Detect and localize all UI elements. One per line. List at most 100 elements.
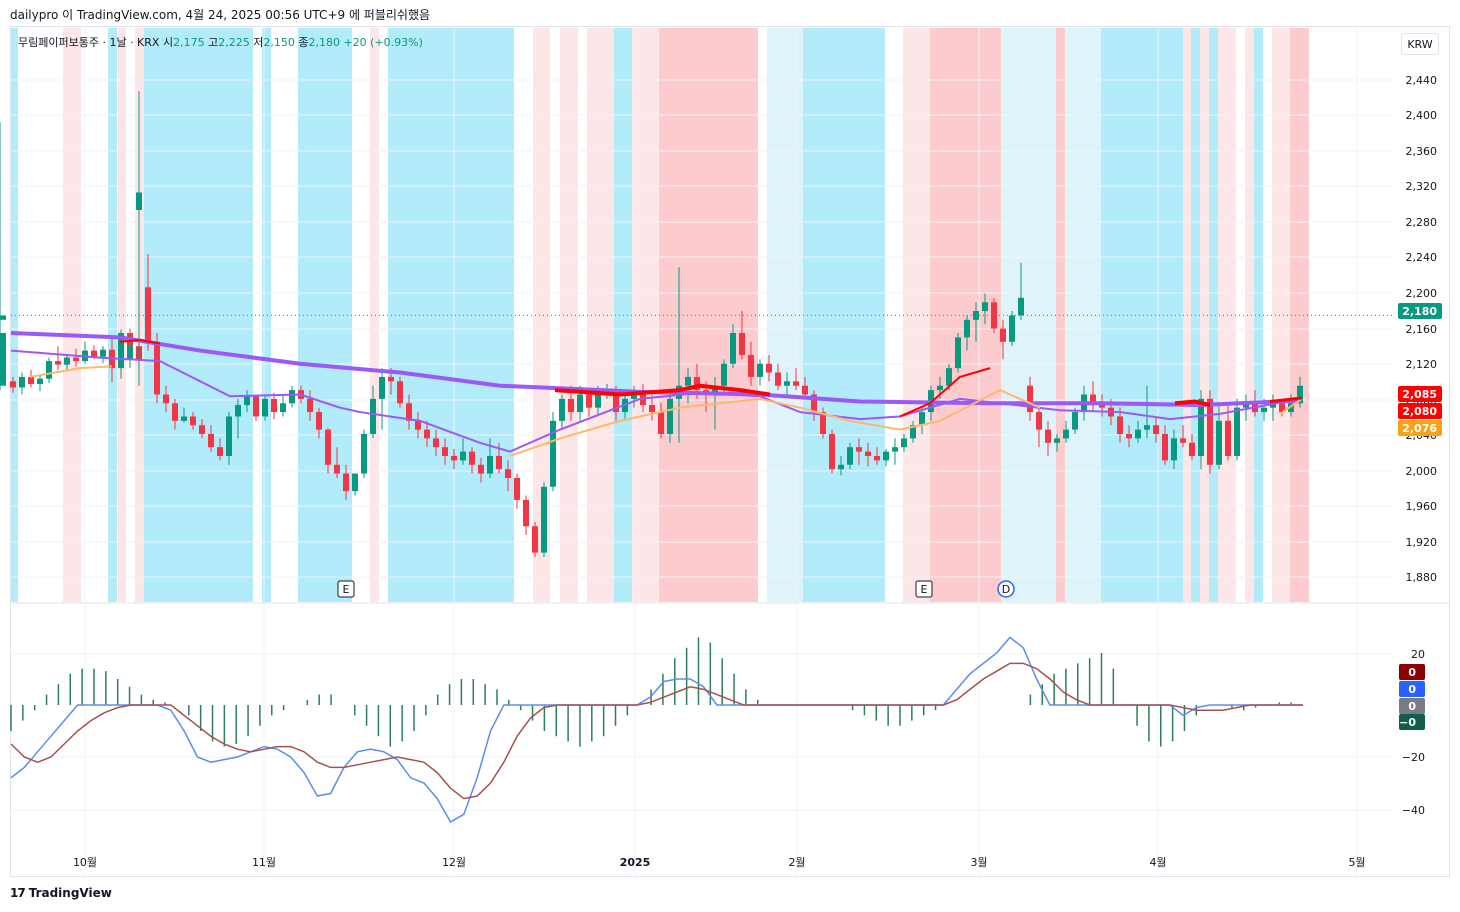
price-tick-label: 1,960 xyxy=(1406,500,1438,513)
macd-value-tag xyxy=(1399,664,1425,680)
ma-red-line xyxy=(1174,399,1211,407)
ma-value-tag xyxy=(1398,386,1442,402)
background-band xyxy=(1245,28,1254,602)
ma-mid-line xyxy=(10,349,1301,453)
symbol-info[interactable]: 무림페이퍼보통주 · 1날 · KRX xyxy=(18,36,160,49)
candle-body xyxy=(0,315,6,320)
candle-body xyxy=(46,361,52,379)
candle-body xyxy=(946,368,952,386)
candle-body xyxy=(442,447,448,456)
footer-brand[interactable]: 17 TradingView xyxy=(10,886,112,900)
chart-frame[interactable] xyxy=(10,26,1450,877)
ma-red-line xyxy=(1269,396,1303,404)
candle-body xyxy=(1270,403,1276,408)
candle-body xyxy=(541,486,547,553)
price-tick-label: 1,920 xyxy=(1406,536,1438,549)
high-value: 2,225 xyxy=(218,36,250,49)
candle-body xyxy=(901,438,907,448)
background-band xyxy=(1056,28,1065,602)
candle-body xyxy=(1045,429,1051,443)
candle-body xyxy=(559,398,565,421)
candle-body xyxy=(631,394,637,399)
candle-body xyxy=(712,385,718,395)
candle-body xyxy=(253,396,259,417)
candle-body xyxy=(0,333,6,386)
low-value: 2,150 xyxy=(263,36,295,49)
candle-body xyxy=(1036,412,1042,430)
time-tick-label: 4월 xyxy=(1149,856,1166,869)
candle-body xyxy=(235,405,241,417)
macd-pane xyxy=(10,636,1303,824)
time-tick-label: 11월 xyxy=(252,856,276,869)
background-band xyxy=(262,28,271,602)
high-label: 고 xyxy=(208,36,219,49)
price-tick-label: 2,400 xyxy=(1406,109,1438,122)
candle-body xyxy=(91,350,97,357)
open-value: 2,175 xyxy=(173,36,205,49)
candle-body xyxy=(514,477,520,500)
candle-body xyxy=(829,434,835,470)
candle-body xyxy=(784,381,790,386)
price-tick-label: 2,440 xyxy=(1406,74,1438,87)
axes: 2,440 2,400 2,360 2,320 2,280 2,240 2,200 2,160… xyxy=(11,74,1449,869)
ma-short-line xyxy=(29,365,113,378)
macd-value-tag xyxy=(1399,714,1425,730)
candle-body xyxy=(982,302,988,312)
currency-button[interactable]: KRW xyxy=(1401,33,1439,55)
candle-body xyxy=(199,425,205,435)
candle-body xyxy=(568,398,574,413)
background-band xyxy=(144,28,253,602)
candle-body xyxy=(1297,385,1303,404)
candle-body xyxy=(793,381,799,386)
ma-red-line xyxy=(899,367,991,418)
candle-body xyxy=(388,376,394,382)
candle-body xyxy=(964,319,970,338)
background-band xyxy=(370,28,379,602)
background-band xyxy=(108,28,117,602)
price-tick-label: 2,120 xyxy=(1406,358,1438,371)
ma-value-tag xyxy=(1398,403,1442,419)
candle-body xyxy=(937,385,943,391)
candle-body xyxy=(1234,407,1240,456)
candle-body xyxy=(370,398,376,435)
candle-body xyxy=(1198,398,1204,456)
candle-body xyxy=(1126,434,1132,439)
candle-body xyxy=(271,398,277,413)
candle-body xyxy=(469,451,475,465)
ma-value-tag-text: 2,085 xyxy=(1402,388,1437,401)
macd-value-tag-text: 0 xyxy=(1408,666,1416,679)
candle-body xyxy=(811,394,817,413)
publish-header: dailypro 이 TradingView.com, 4월 24, 2025 … xyxy=(10,8,431,22)
candle-body xyxy=(217,447,223,456)
last-price-tag xyxy=(1398,303,1442,319)
earnings-marker-text: E xyxy=(921,583,928,596)
last-price-tag-text: 2,180 xyxy=(1402,305,1437,318)
candle-body xyxy=(991,302,997,329)
time-tick-label: 2025 xyxy=(620,856,651,869)
candle-body xyxy=(550,420,556,487)
candle-body xyxy=(127,346,133,360)
candle-body xyxy=(766,363,772,373)
macd-value-tag-text: 0 xyxy=(1408,700,1416,713)
candle-body xyxy=(19,376,25,388)
macd-line xyxy=(10,636,1303,824)
background-band xyxy=(930,28,1001,602)
background-band xyxy=(1272,28,1290,602)
earnings-marker xyxy=(915,580,933,598)
macd-tick-label: −20 xyxy=(1402,751,1425,764)
candle-body xyxy=(694,376,700,391)
candle-body xyxy=(379,376,385,399)
candle-body xyxy=(316,412,322,430)
earnings-marker xyxy=(337,580,355,598)
candle-body xyxy=(1288,403,1294,413)
candle-body xyxy=(1216,420,1222,465)
candle-body xyxy=(433,438,439,448)
candle-body xyxy=(838,464,844,470)
footer-brand-text: TradingView xyxy=(28,886,112,900)
macd-value-tag xyxy=(1399,698,1425,714)
candle-body xyxy=(1072,412,1078,430)
candle-body xyxy=(505,469,511,478)
candle-body xyxy=(1018,297,1024,316)
background-band xyxy=(1200,28,1209,602)
